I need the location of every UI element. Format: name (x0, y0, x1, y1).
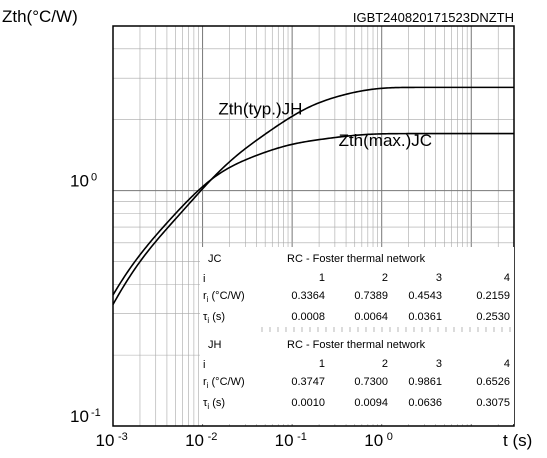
table-jc-r-3: 0.4543 (408, 290, 442, 302)
table-jh-tau-2: 0.0094 (354, 397, 388, 409)
table-jh-r-label: ri (°C/W) (203, 376, 245, 390)
table-jh-tau-label: τi (s) (203, 397, 225, 411)
table-jc-index-1: 1 (319, 272, 325, 284)
table-jc-r-2: 0.7389 (354, 290, 388, 302)
table-jc-index-3: 3 (436, 272, 442, 284)
series-line-1 (112, 86, 514, 305)
table-jh-i-label: i (203, 359, 205, 371)
y-axis-label: Zth(°C/W) (2, 7, 78, 26)
table-jc-r-1: 0.3364 (291, 290, 325, 302)
x-tick-exp-2: -2 (208, 431, 218, 443)
table-jc-r-4: 0.2159 (476, 290, 510, 302)
table-jc-index-4: 4 (504, 272, 510, 284)
table-jc-tau-3: 0.0361 (408, 311, 442, 323)
table-jc-tau-1: 0.0008 (291, 311, 325, 323)
tick-labels: 10 -3 10 -2 10 -1 10 010 -110 0 (70, 172, 393, 450)
table-jc-index-2: 2 (382, 272, 388, 284)
x-tick-exp-1: -3 (118, 431, 128, 443)
table-jh-index-3: 3 (436, 358, 442, 370)
x-tick-label-3: 10 (275, 431, 294, 450)
table-jh-tau-1: 0.0010 (291, 397, 325, 409)
table-jc-key: JC (208, 253, 222, 265)
y-tick-exp-2: 0 (91, 172, 97, 184)
x-tick-label-4: 10 (364, 431, 383, 450)
x-tick-exp-3: -1 (297, 431, 307, 443)
table-jc-title: RC - Foster thermal network (287, 253, 426, 265)
plot-frame (112, 25, 515, 427)
table-jh-tau-4: 0.3075 (476, 397, 510, 409)
table-jh-r-1: 0.3747 (291, 376, 325, 388)
y-tick-label-1: 10 (70, 407, 89, 426)
series-label-2: Zth(max.)JC (339, 131, 433, 150)
series-label-1: Zth(typ.)JH (218, 100, 302, 119)
x-tick-label-2: 10 (185, 431, 204, 450)
table-jc-tau-label: τi (s) (203, 311, 225, 325)
y-tick-exp-1: -1 (91, 407, 101, 419)
table-jc-i-label: i (203, 273, 205, 285)
table-jh-tau-3: 0.0636 (408, 397, 442, 409)
tables-background (200, 247, 514, 424)
table-jh-r-4: 0.6526 (476, 376, 510, 388)
table-jc-tau-4: 0.2530 (476, 311, 510, 323)
x-axis-label: t (s) (503, 431, 532, 450)
table-jh-key: JH (208, 339, 222, 351)
table-jc-tau-2: 0.0064 (354, 311, 388, 323)
table-jh-r-3: 0.9861 (408, 376, 442, 388)
table-jc-r-label: ri (°C/W) (203, 290, 245, 304)
chart-id-label: IGBT240820171523DNZTH (353, 10, 514, 25)
curves: Zth(typ.)JH Zth(max.)JC (112, 86, 514, 305)
table-jh-index-2: 2 (382, 358, 388, 370)
table-jh-r-2: 0.7300 (354, 376, 388, 388)
table-jh-index-1: 1 (319, 358, 325, 370)
axis-labels: Zth(°C/W) IGBT240820171523DNZTH t (s) (2, 7, 532, 450)
table-jh-title: RC - Foster thermal network (287, 339, 426, 351)
x-tick-label-1: 10 (96, 431, 115, 450)
y-tick-label-2: 10 (70, 172, 89, 191)
foster-tables: JC RC - Foster thermal network i 1 2 3 4 ri (°C… (200, 247, 514, 424)
series-line-2 (112, 132, 514, 296)
table-jh-index-4: 4 (504, 358, 510, 370)
x-tick-exp-4: 0 (387, 431, 393, 443)
